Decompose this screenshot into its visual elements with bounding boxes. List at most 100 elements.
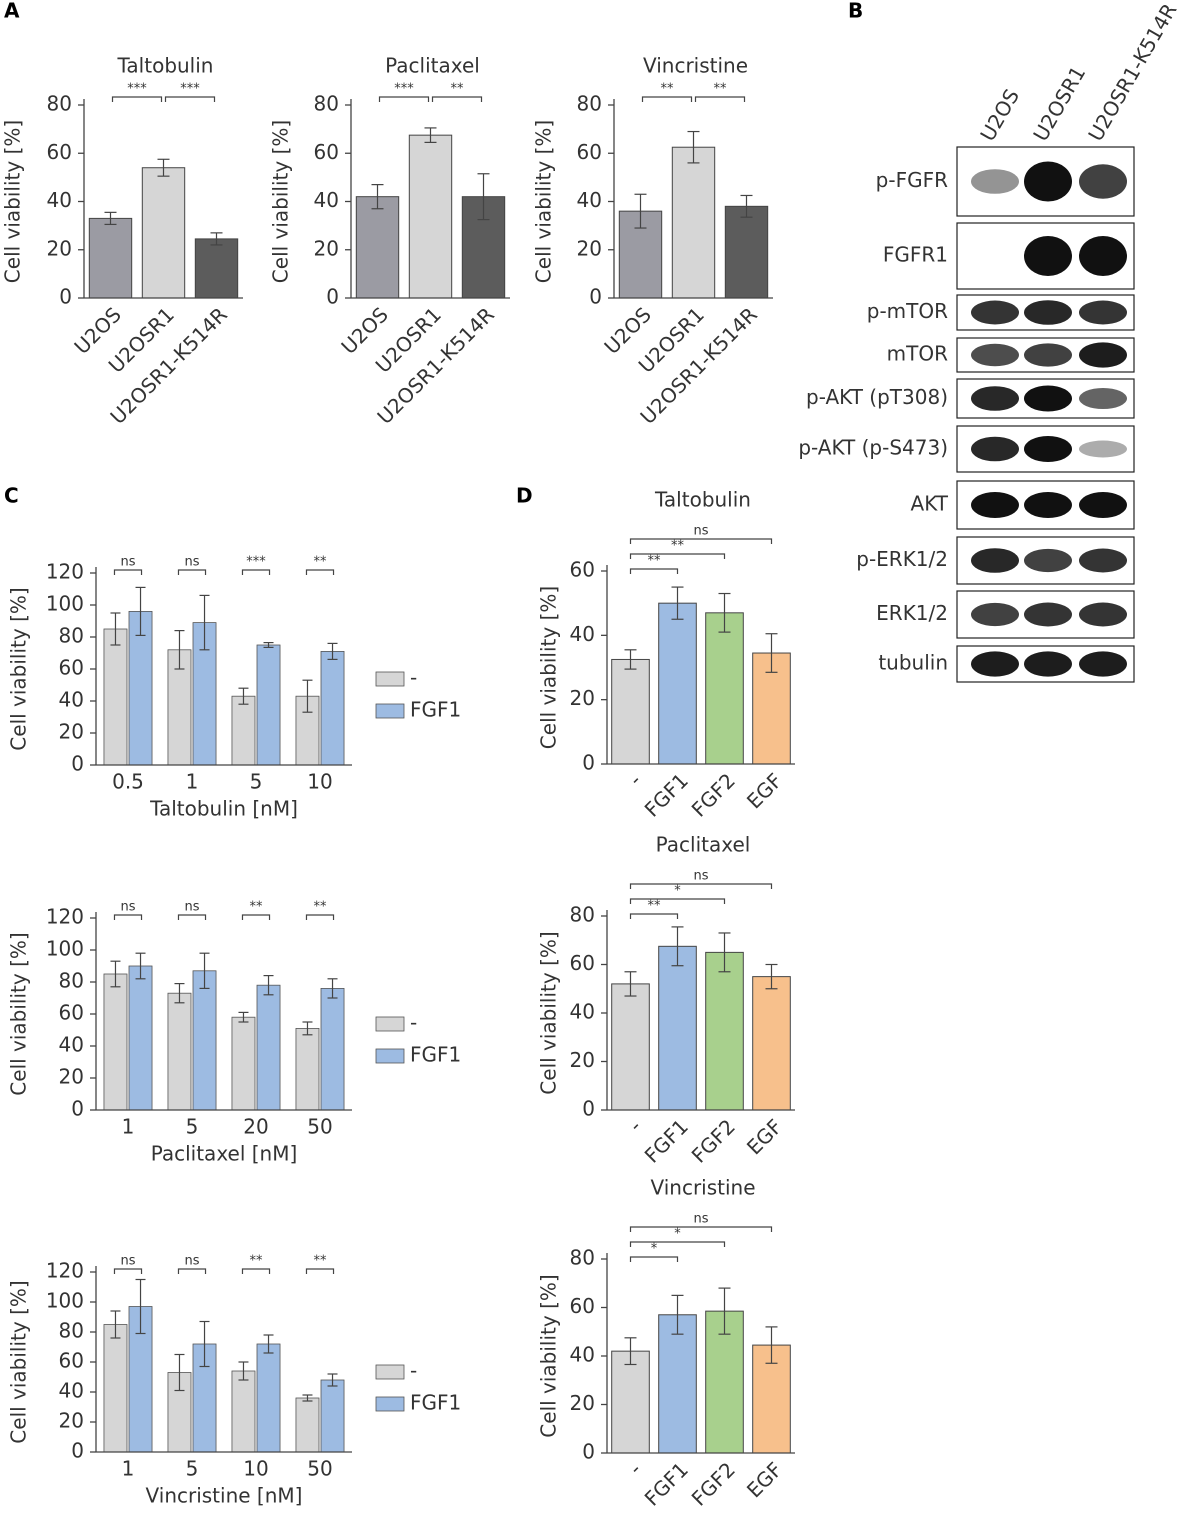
y-axis-label: Cell viability [%] bbox=[532, 120, 556, 283]
bar bbox=[752, 976, 791, 1111]
y-tick-label: 60 bbox=[570, 558, 595, 582]
error-bar bbox=[477, 173, 490, 221]
chart-title: Taltobulin bbox=[117, 54, 214, 78]
x-tick-label: 10 bbox=[307, 770, 332, 794]
y-tick-label: 40 bbox=[59, 688, 84, 712]
y-tick-label: 40 bbox=[570, 622, 595, 646]
y-tick-label: 20 bbox=[59, 1065, 84, 1089]
blot-band bbox=[1079, 602, 1127, 627]
significance-label: ** bbox=[250, 1254, 264, 1269]
error-bar bbox=[199, 594, 210, 651]
legend-swatch bbox=[375, 1364, 405, 1380]
row-label: FGFR1 bbox=[883, 243, 948, 267]
bar bbox=[231, 695, 256, 766]
bar bbox=[611, 983, 650, 1111]
x-tick-label: - bbox=[624, 768, 646, 790]
y-axis-label: Cell viability [%] bbox=[7, 1280, 31, 1443]
y-tick-label: 20 bbox=[570, 1048, 595, 1072]
significance-label: ns bbox=[693, 869, 708, 884]
legend-label: FGF1 bbox=[410, 1391, 461, 1415]
significance-bracket bbox=[241, 569, 271, 575]
x-tick-label: - bbox=[624, 1457, 646, 1479]
y-axis-label: Cell viability [%] bbox=[7, 932, 31, 1095]
significance-bracket bbox=[113, 914, 143, 920]
y-tick-label: 0 bbox=[582, 1097, 595, 1121]
blot-band bbox=[1079, 492, 1127, 518]
error-bar bbox=[263, 974, 274, 996]
y-tick-label: 20 bbox=[47, 236, 72, 260]
blot-band bbox=[1024, 343, 1072, 367]
row-label: p-ERK1/2 bbox=[856, 547, 948, 571]
error-bar bbox=[718, 1287, 731, 1335]
row-label: p-mTOR bbox=[867, 299, 948, 323]
row-label: AKT bbox=[911, 492, 949, 516]
error-bar bbox=[302, 679, 313, 713]
chart-title: Vincristine bbox=[643, 54, 748, 78]
significance-bracket bbox=[305, 1268, 335, 1274]
y-tick-label: 40 bbox=[59, 1033, 84, 1057]
panel-label: C bbox=[4, 484, 19, 508]
x-axis-label: Taltobulin [nM] bbox=[149, 797, 298, 821]
bar bbox=[194, 238, 239, 299]
significance-bracket bbox=[694, 96, 746, 102]
blot-band bbox=[1024, 548, 1072, 573]
blot-band bbox=[1079, 342, 1127, 368]
y-tick-label: 80 bbox=[577, 92, 602, 116]
blot-band bbox=[971, 436, 1019, 462]
y-tick-label: 80 bbox=[314, 92, 339, 116]
error-bar bbox=[371, 184, 384, 210]
bar bbox=[611, 658, 650, 765]
x-tick-label: EGF bbox=[742, 1114, 787, 1159]
significance-label: * bbox=[651, 1242, 658, 1257]
blot-band bbox=[1024, 492, 1072, 518]
bar bbox=[295, 1028, 320, 1111]
y-tick-label: 80 bbox=[570, 1246, 595, 1270]
bar bbox=[705, 951, 744, 1111]
blot-band bbox=[971, 602, 1019, 627]
significance-label: *** bbox=[127, 82, 147, 97]
x-axis-label: Paclitaxel [nM] bbox=[151, 1142, 298, 1166]
error-bar bbox=[174, 982, 185, 1004]
significance-bracket bbox=[629, 1256, 679, 1262]
y-tick-label: 0 bbox=[59, 285, 72, 309]
chart-title: Taltobulin bbox=[654, 488, 751, 512]
error-bar bbox=[110, 1310, 121, 1339]
significance-label: ns bbox=[693, 1212, 708, 1227]
y-tick-label: 40 bbox=[314, 188, 339, 212]
error-bar bbox=[424, 127, 437, 143]
y-axis-label: Cell viability [%] bbox=[537, 1274, 561, 1437]
significance-bracket bbox=[629, 553, 726, 559]
bar bbox=[231, 1370, 256, 1453]
bar bbox=[408, 134, 453, 299]
x-tick-label: 1 bbox=[186, 770, 199, 794]
y-tick-label: 60 bbox=[577, 140, 602, 164]
blot-band bbox=[1024, 236, 1072, 276]
x-axis-label: Vincristine [nM] bbox=[146, 1484, 303, 1508]
error-bar bbox=[199, 1320, 210, 1368]
bar bbox=[231, 1016, 256, 1111]
bar bbox=[167, 992, 192, 1111]
error-bar bbox=[210, 232, 223, 246]
chart-title: Paclitaxel bbox=[385, 54, 480, 78]
y-axis-label: Cell viability [%] bbox=[269, 120, 293, 283]
error-bar bbox=[687, 130, 700, 164]
y-tick-label: 60 bbox=[570, 951, 595, 975]
row-label: p-FGFR bbox=[876, 168, 948, 192]
significance-label: ns bbox=[184, 1254, 199, 1269]
y-tick-label: 60 bbox=[570, 1294, 595, 1318]
significance-label: ns bbox=[120, 1254, 135, 1269]
y-axis-label: Cell viability [%] bbox=[537, 931, 561, 1094]
significance-bracket bbox=[164, 96, 216, 102]
error-bar bbox=[135, 952, 146, 980]
panel-label: A bbox=[4, 0, 20, 23]
y-tick-label: 40 bbox=[59, 1379, 84, 1403]
error-bar bbox=[110, 960, 121, 988]
significance-label: * bbox=[674, 1227, 681, 1242]
error-bar bbox=[765, 963, 778, 990]
blot-band bbox=[971, 343, 1019, 367]
panel-label: D bbox=[516, 484, 533, 508]
significance-label: *** bbox=[394, 82, 414, 97]
x-tick-label: 50 bbox=[307, 1457, 332, 1481]
significance-label: ns bbox=[184, 555, 199, 570]
significance-label: * bbox=[674, 884, 681, 899]
